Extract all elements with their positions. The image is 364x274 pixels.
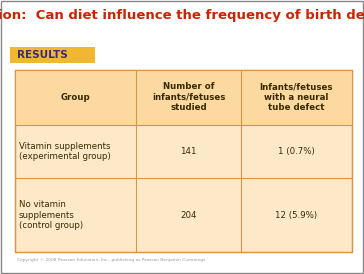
Bar bbox=[10, 47, 95, 63]
Text: RESULTS: RESULTS bbox=[17, 50, 68, 60]
Text: Number of
infants/fetuses
studied: Number of infants/fetuses studied bbox=[152, 82, 225, 112]
Text: Vitamin supplements
(experimental group): Vitamin supplements (experimental group) bbox=[19, 142, 111, 161]
Bar bbox=[15, 70, 352, 125]
Text: No vitamin
supplements
(control group): No vitamin supplements (control group) bbox=[19, 200, 83, 230]
Bar bbox=[15, 70, 352, 252]
Text: Group: Group bbox=[61, 93, 91, 102]
Text: Infants/fetuses
with a neural
tube defect: Infants/fetuses with a neural tube defec… bbox=[260, 82, 333, 112]
Text: 1 (0.7%): 1 (0.7%) bbox=[278, 147, 315, 156]
Text: 12 (5.9%): 12 (5.9%) bbox=[275, 210, 317, 219]
Text: Question:  Can diet influence the frequency of birth defects?: Question: Can diet influence the frequen… bbox=[0, 10, 364, 22]
Text: Copyright © 2008 Pearson Education, Inc., publishing as Pearson Benjamin Cumming: Copyright © 2008 Pearson Education, Inc.… bbox=[17, 258, 205, 262]
Text: 204: 204 bbox=[180, 210, 197, 219]
Text: 141: 141 bbox=[180, 147, 197, 156]
